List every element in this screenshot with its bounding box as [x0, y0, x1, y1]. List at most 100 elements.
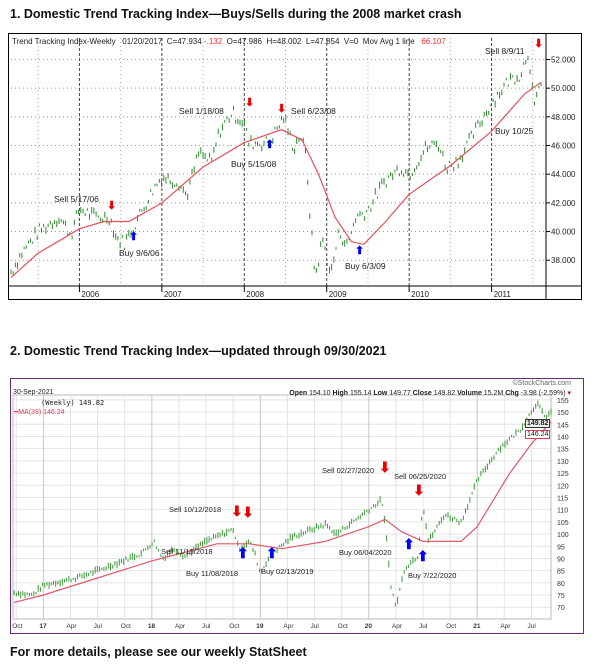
- y-tick-label: 80: [557, 581, 565, 588]
- y-tick-label: 46.000: [551, 142, 576, 151]
- y-tick-label: 145: [557, 422, 569, 429]
- annotation: Sell 02/27/2020: [322, 466, 375, 475]
- annotation: Buy 7/22/2020: [408, 571, 457, 580]
- annotation: Buy 11/08/2018: [186, 569, 238, 578]
- price-bars: [13, 400, 552, 607]
- x-tick-label: 2006: [81, 290, 99, 299]
- x-tick-label: Jul: [419, 623, 428, 630]
- x-tick-label: Jul: [311, 623, 320, 630]
- x-tick-label: 2009: [329, 290, 347, 299]
- sell-arrow-icon: ⬇: [245, 97, 255, 109]
- y-tick-label: 48.000: [551, 113, 576, 122]
- annotation: Sell 8/9/11: [485, 46, 525, 56]
- annotation: Buy 5/15/08: [231, 159, 277, 169]
- y-tick-label: 150: [557, 410, 569, 417]
- annotation: Sell 5/17/06: [54, 194, 99, 204]
- x-tick-label: Jul: [94, 623, 103, 630]
- chart-1: 52.000 50.000 48.000 46.000 44.000 42.000 40.0…: [8, 33, 582, 300]
- y-tick-label: 42.000: [551, 199, 576, 208]
- sell-arrow-icon: ⬇: [231, 503, 243, 519]
- x-tick-label: Apr: [500, 623, 511, 630]
- footer-text: For more details, please see our weekly …: [10, 645, 307, 659]
- sell-arrow-icon: ⬇: [379, 459, 391, 475]
- annotation: Buy 06/04/2020: [339, 548, 392, 557]
- x-tick-label: 2007: [164, 290, 182, 299]
- y-tick-label: 38.000: [551, 256, 576, 265]
- y-tick-label: 135: [557, 447, 569, 454]
- chart-1-svg: 52.000 50.000 48.000 46.000 44.000 42.000 40.0…: [9, 34, 581, 299]
- y-tick-label: 95: [557, 544, 565, 551]
- heading-chart-1: 1. Domestic Trend Tracking Index—Buys/Se…: [10, 7, 462, 21]
- annotation: Sell 6/23/08: [291, 106, 336, 116]
- y-tick-label: 155: [557, 398, 569, 405]
- y-tick-label: 110: [557, 508, 568, 515]
- last-ma-tag: 146.24: [525, 430, 551, 439]
- moving-average-line: [10, 81, 542, 278]
- y-tick-label: 44.000: [551, 170, 576, 179]
- y-tick-label: 120: [557, 483, 569, 490]
- y-tick-label: 115: [557, 495, 568, 502]
- chart-2-ohlc: Open 154.10 High 155.14 Low 149.77 Close…: [289, 390, 571, 397]
- y-tick-label: 50.000: [551, 84, 576, 93]
- x-tick-label: Apr: [392, 623, 403, 630]
- y-tick-label: 140: [557, 434, 569, 441]
- y-tick-label: 85: [557, 569, 565, 576]
- y-tick-label: 125: [557, 471, 569, 478]
- buy-arrow-icon: ⬆: [266, 545, 278, 561]
- y-tick-label: 70: [557, 605, 565, 612]
- x-tick-label: 2011: [494, 290, 512, 299]
- x-tick-label: Oct: [338, 623, 348, 630]
- chart-2-date: 30-Sep-2021: [13, 389, 54, 396]
- sell-arrow-icon: ⬇: [107, 200, 117, 212]
- x-tick-label: Apr: [175, 623, 186, 630]
- x-tick-label: Oct: [12, 623, 22, 630]
- buy-arrow-icon: ⬆: [417, 548, 429, 564]
- y-tick-label: 90: [557, 556, 565, 563]
- annotation: Buy 10/25: [495, 126, 534, 136]
- plot-frame: [12, 394, 552, 620]
- heading-chart-2: 2. Domestic Trend Tracking Index—updated…: [10, 344, 387, 358]
- moving-average-line: [13, 421, 552, 603]
- y-tick-label: 105: [557, 520, 569, 527]
- buy-arrow-icon: ⬆: [265, 139, 275, 151]
- legend-price: (Weekly) 149.82: [41, 399, 105, 407]
- x-tick-label: Jul: [202, 623, 211, 630]
- y-tick-label: 40.000: [551, 228, 576, 237]
- annotation: Buy 9/6/06: [119, 248, 160, 258]
- sell-arrow-icon: ⬇: [277, 103, 287, 115]
- y-tick-label: 100: [557, 532, 569, 539]
- annotation: Buy 02/13/2019: [261, 567, 314, 576]
- chart-1-title: Trend Tracking Index-Weekly 01/20/2017 C…: [12, 37, 446, 46]
- y-tick-label: 52.000: [551, 56, 576, 65]
- chart-2: 155 150 145 140 135 130 125 120 115 110 105 100 95 90…: [10, 378, 584, 634]
- x-tick-label: 21: [473, 623, 481, 630]
- y-tick-label: 130: [557, 459, 569, 466]
- x-tick-label: 20: [365, 623, 373, 630]
- x-tick-label: Jul: [527, 623, 536, 630]
- chart-2-svg: 155 150 145 140 135 130 125 120 115 110 105 100 95 90…: [12, 394, 569, 630]
- x-tick-label: Apr: [66, 623, 77, 630]
- sell-arrow-icon: ⬇: [242, 504, 254, 520]
- annotation: Sell 06/25/2020: [394, 472, 447, 481]
- x-tick-label: 18: [148, 623, 156, 630]
- price-bars: [10, 55, 542, 275]
- x-tick-label: Oct: [446, 623, 456, 630]
- annotation: Sell 11/15/2018: [161, 547, 213, 556]
- annotation: Buy 6/3/09: [345, 261, 386, 271]
- annotation: Sell 10/12/2018: [169, 505, 222, 514]
- x-tick-label: Apr: [283, 623, 294, 630]
- x-tick-label: 2008: [246, 290, 264, 299]
- x-tick-label: Oct: [121, 623, 131, 630]
- legend-ma: ━MA(39) 146.24: [14, 409, 65, 416]
- buy-arrow-icon: ⬆: [403, 536, 415, 552]
- x-tick-label: Oct: [229, 623, 239, 630]
- y-tick-label: 75: [557, 593, 565, 600]
- source-credit: ©StockCharts.com: [512, 380, 571, 387]
- x-tick-label: 19: [256, 623, 264, 630]
- annotation: Sell 1/18/08: [179, 106, 224, 116]
- buy-arrow-icon: ⬆: [129, 231, 139, 243]
- x-tick-label: 2010: [411, 290, 429, 299]
- buy-arrow-icon: ⬆: [355, 245, 365, 257]
- sell-arrow-icon: ⬇: [534, 38, 544, 50]
- buy-arrow-icon: ⬆: [237, 545, 249, 561]
